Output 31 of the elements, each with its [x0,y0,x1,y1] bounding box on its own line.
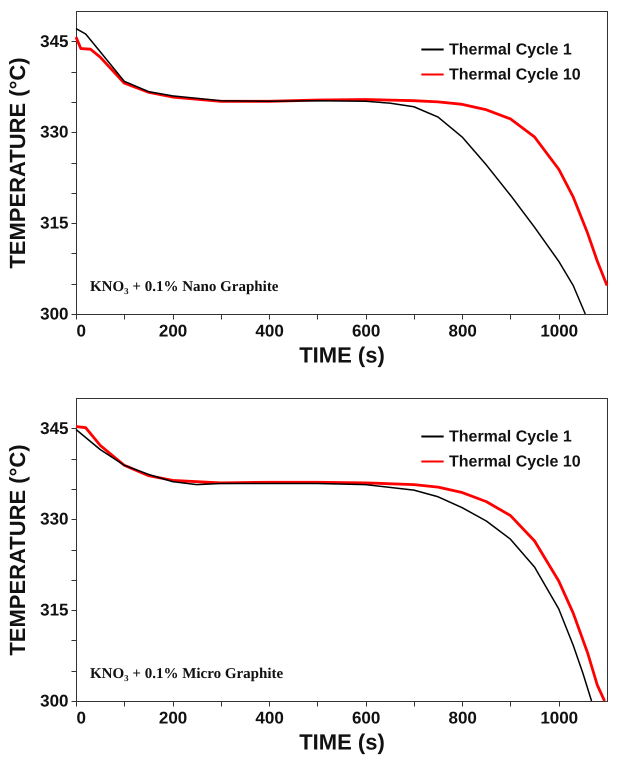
legend-label: Thermal Cycle 10 [449,66,581,84]
x-tick-label: 200 [158,322,188,340]
y-tick-label: 300 [40,692,68,710]
y-tick-label: 315 [40,214,68,233]
x-tick-label: 600 [352,708,380,728]
x-tick-label: 1000 [540,322,578,340]
x-axis-title: TIME (s) [299,730,385,754]
y-tick-label: 330 [40,510,68,529]
x-tick-label: 400 [255,708,284,728]
x-tick-label: 800 [448,322,477,340]
legend-label: Thermal Cycle 10 [449,454,581,470]
x-tick-label: 1000 [540,708,578,728]
y-tick-label: 315 [40,600,68,620]
y-tick-label: 345 [40,32,68,51]
x-tick-label: 800 [448,708,477,728]
x-tick-label: 600 [352,322,380,340]
x-tick-label: 0 [76,708,86,728]
annotation: KNO₃ + 0.1% Nano Graphite [90,279,279,295]
x-tick-label: 0 [76,322,86,340]
legend-label: Thermal Cycle 1 [449,42,572,58]
y-axis-title: TEMPERATURE (°C) [5,444,30,656]
x-tick-label: 200 [158,708,188,728]
x-axis-title: TIME (s) [299,342,385,368]
x-tick-label: 400 [255,322,284,340]
line-series [75,28,586,315]
legend-label: Thermal Cycle 1 [449,428,572,446]
y-tick-label: 345 [40,418,68,438]
y-axis-title: TEMPERATURE (°C) [5,57,30,269]
y-tick-label: 300 [40,304,68,324]
annotation: KNO₃ + 0.1% Micro Graphite [90,666,284,682]
y-tick-label: 330 [40,122,68,142]
